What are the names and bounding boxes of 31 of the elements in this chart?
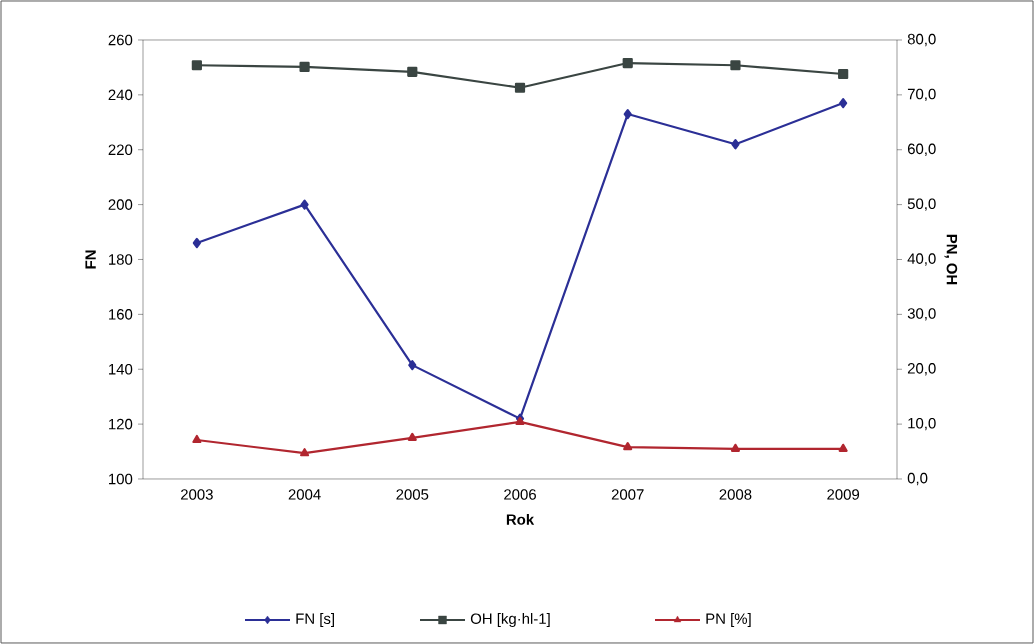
y-tick-label: 260 xyxy=(108,34,133,46)
y-tick-label: 240 xyxy=(108,89,133,101)
y2-tick-label: 30,0 xyxy=(907,308,936,321)
y2-tick-label: 80,0 xyxy=(907,33,936,47)
y-tick-label: 120 xyxy=(109,418,133,430)
y-tick-label: 220 xyxy=(108,144,133,156)
y-axis-title: FN xyxy=(85,250,96,269)
x-tick-label: 2009 xyxy=(827,489,860,500)
x-tick-label: 2008 xyxy=(719,489,752,500)
y2-tick-label: 60,0 xyxy=(907,143,936,156)
y2-tick-label: 50,0 xyxy=(907,198,936,211)
x-tick-label: 2003 xyxy=(180,489,213,500)
x-tick-label: 2007 xyxy=(611,489,644,500)
y-tick-label: 160 xyxy=(109,309,133,320)
legend-label: FN [s] xyxy=(296,613,334,627)
x-tick-label: 2004 xyxy=(288,489,321,500)
x-tick-label: 2005 xyxy=(396,489,429,500)
legend-label: PN [%] xyxy=(706,613,751,627)
y-tick-label: 200 xyxy=(108,199,133,210)
y2-tick-label: 0,0 xyxy=(907,472,928,486)
y2-tick-label: 40,0 xyxy=(907,253,936,266)
y-tick-label: 180 xyxy=(109,254,133,265)
x-tick-label: 2006 xyxy=(504,489,536,500)
x-axis-title: Rok xyxy=(506,513,535,525)
y2-tick-label: 20,0 xyxy=(907,363,936,376)
legend-label: OH [kg·hl-1] xyxy=(470,613,550,627)
y-tick-label: 140 xyxy=(109,363,133,375)
y2-axis-title: PN, OH xyxy=(944,234,958,285)
y2-tick-label: 10,0 xyxy=(908,417,936,431)
y2-tick-label: 70,0 xyxy=(907,88,936,102)
y-tick-label: 100 xyxy=(109,473,133,485)
